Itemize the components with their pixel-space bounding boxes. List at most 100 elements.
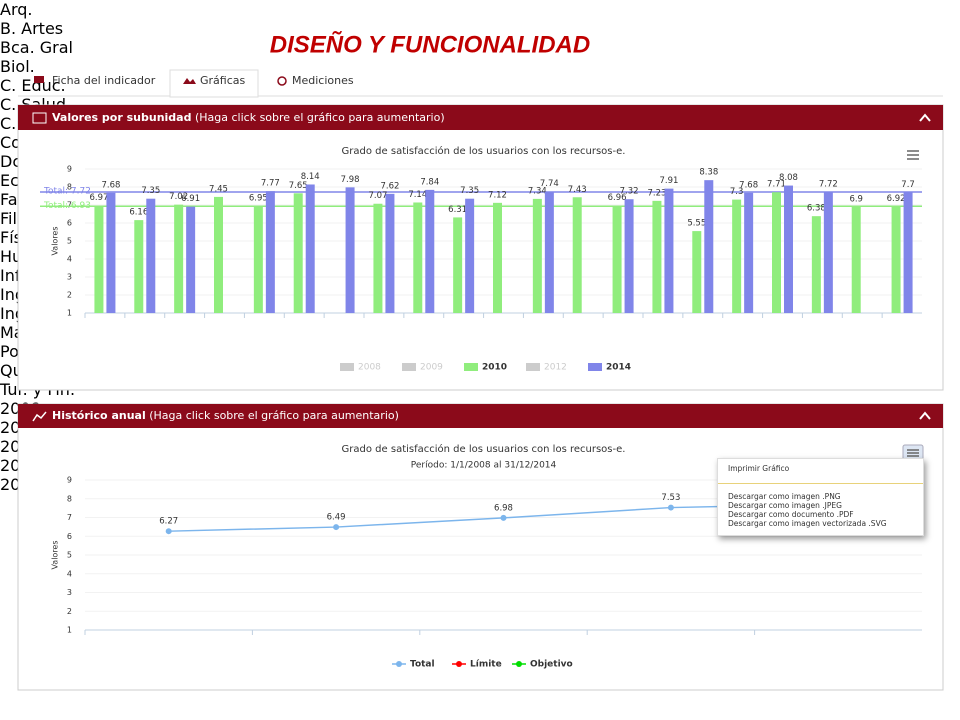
bar [453, 217, 463, 313]
y-tick-label: 7 [67, 201, 72, 210]
y-tick-label: 3 [67, 588, 72, 597]
y-tick-label: 2 [67, 607, 72, 616]
x-tick-label: Bca. Gral [0, 38, 73, 57]
data-label: 7.65 [289, 181, 308, 191]
panel-title: Valores por subunidad (Haga click sobre … [52, 111, 445, 124]
y-tick-label: 1 [67, 626, 72, 635]
data-label: 7.23 [647, 188, 666, 198]
data-label: 6.96 [608, 193, 627, 203]
menu-item[interactable]: Imprimir Gráfico [728, 464, 790, 473]
y-tick-label: 2 [67, 291, 72, 300]
data-label: 7.34 [528, 186, 547, 196]
y-tick-label: 8 [67, 183, 72, 192]
bar [186, 206, 196, 313]
bar [692, 231, 702, 313]
data-label: 6.92 [887, 194, 906, 204]
bar [106, 192, 116, 313]
legend-label: 2008 [358, 363, 381, 373]
icon [183, 78, 196, 84]
tab[interactable]: Ficha del indicador [52, 74, 156, 87]
data-label: 7.72 [819, 180, 838, 190]
x-tick-label: Biol. [0, 57, 35, 76]
legend-label: Objetivo [530, 660, 573, 670]
tab[interactable]: Gráficas [200, 74, 246, 87]
data-label: 6.9 [849, 194, 863, 204]
point [333, 524, 340, 531]
data-label: 7.68 [739, 180, 758, 190]
y-axis-label: Valores [51, 226, 60, 255]
data-label: 7.77 [261, 179, 280, 189]
bar [253, 205, 263, 313]
menu-item[interactable]: Descargar como documento .PDF [728, 510, 854, 519]
data-label: 7.14 [408, 190, 427, 200]
legend-swatch [588, 363, 602, 371]
legend-label: Total [410, 660, 435, 670]
bar [891, 206, 901, 313]
data-label: 7.84 [420, 177, 439, 187]
legend-marker [456, 661, 462, 667]
data-label: 7.3 [730, 187, 744, 197]
legend-swatch [526, 363, 540, 371]
bar [823, 192, 833, 313]
tab-active [169, 69, 259, 98]
point [165, 528, 172, 535]
bar [652, 200, 662, 313]
menu-item[interactable]: Descargar como imagen .JPEG [728, 501, 842, 510]
legend-marker [396, 661, 402, 667]
y-tick-label: 1 [67, 309, 72, 318]
y-tick-label: 6 [67, 532, 72, 541]
data-label: 6.49 [327, 513, 346, 523]
chart-title: Grado de satisfacción de los usuarios co… [342, 443, 626, 455]
data-label: 8.08 [779, 173, 798, 183]
legend-swatch [402, 363, 416, 371]
y-tick-label: 8 [67, 494, 72, 503]
data-label: 6.98 [494, 503, 513, 513]
bar [784, 185, 793, 313]
data-label: 7.98 [341, 175, 360, 185]
bar [772, 192, 781, 313]
icon [34, 76, 44, 83]
x-tick-label: C. Educ. [0, 76, 66, 95]
bar [345, 187, 355, 313]
panel-header[interactable] [18, 105, 943, 130]
bar [465, 198, 475, 313]
legend-marker [516, 661, 522, 667]
bar [851, 206, 861, 313]
point [500, 514, 507, 521]
icon [907, 449, 919, 457]
bar [532, 198, 542, 313]
y-axis-label: Valores [51, 540, 60, 569]
data-label: 7.07 [368, 191, 387, 201]
chart-subtitle: Período: 1/1/2008 al 31/12/2014 [411, 461, 557, 471]
bar [704, 180, 714, 313]
data-label: 7.74 [540, 179, 559, 189]
data-label: 7.62 [380, 181, 399, 191]
menu-button[interactable] [907, 150, 919, 160]
tab[interactable]: Mediciones [292, 74, 354, 87]
plot-line-label: Total: 6.93 [43, 201, 91, 211]
legend-label: 2014 [606, 363, 631, 373]
panel-header[interactable] [18, 404, 943, 428]
x-tick-label: Arq. [0, 0, 33, 19]
data-label: 7.35 [141, 186, 160, 196]
collapse[interactable] [919, 113, 931, 122]
icon [277, 76, 287, 86]
menu-item[interactable]: Descargar como imagen .PNG [728, 492, 841, 501]
y-tick-label: 4 [67, 255, 72, 264]
menu-item[interactable]: Descargar como imagen vectorizada .SVG [728, 519, 887, 528]
data-label: 6.95 [249, 193, 268, 203]
data-label: 7.53 [661, 493, 680, 503]
bar [305, 184, 315, 313]
bar [903, 192, 913, 313]
bar [493, 202, 502, 313]
bar [174, 204, 184, 313]
data-label: 6.27 [159, 517, 178, 527]
collapse[interactable] [919, 411, 931, 420]
chart-title: Grado de satisfacción de los usuarios co… [342, 145, 626, 157]
y-tick-label: 6 [67, 219, 72, 228]
bar [265, 191, 275, 313]
data-label: 6.91 [181, 194, 200, 204]
legend-swatch [464, 363, 478, 371]
panel-title: Histórico anual (Haga click sobre el grá… [52, 409, 399, 422]
